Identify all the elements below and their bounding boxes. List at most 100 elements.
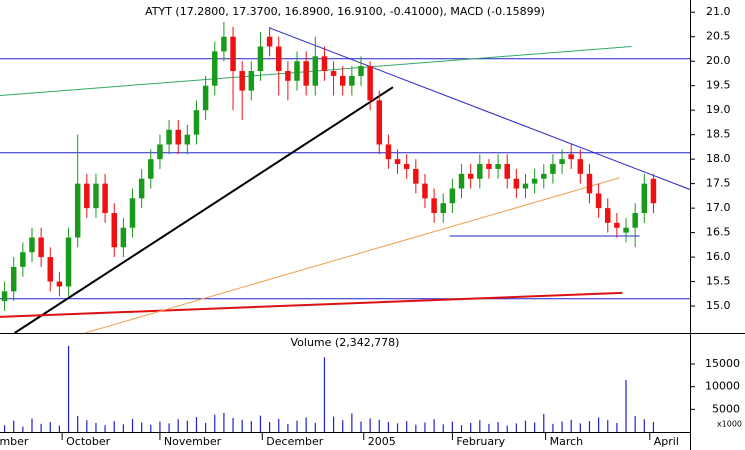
- volume-bar: [470, 422, 472, 432]
- volume-bar: [214, 414, 216, 432]
- candle-body: [10, 266, 17, 292]
- y-tick-label: 5000: [712, 402, 740, 415]
- volume-bar: [49, 422, 51, 432]
- candle-body: [47, 257, 54, 282]
- candle-body: [312, 56, 319, 86]
- candle-body: [294, 61, 300, 81]
- y-tick-label: 10000: [705, 380, 740, 393]
- candle-body: [422, 183, 428, 199]
- y-tick-label: 17.0: [706, 201, 731, 214]
- x-tick-label: mber: [0, 435, 29, 448]
- candle-body: [467, 173, 474, 179]
- volume-bar: [141, 422, 143, 432]
- candle-body: [20, 252, 26, 267]
- volume-bar: [159, 421, 161, 432]
- volume-bar: [287, 423, 289, 432]
- candle-body: [550, 164, 556, 174]
- volume-bar: [360, 421, 362, 432]
- candle-body: [595, 193, 602, 209]
- volume-bar: [588, 421, 591, 432]
- x-tick-label: October: [66, 435, 110, 448]
- volume-bar: [223, 412, 225, 432]
- candle-body: [303, 61, 309, 86]
- volume-bar: [625, 379, 627, 432]
- volume-bar: [488, 423, 490, 432]
- volume-bar: [113, 421, 115, 432]
- candle-body: [541, 173, 547, 179]
- candle-body: [495, 164, 501, 169]
- candle-body: [102, 183, 108, 214]
- volume-bar: [351, 413, 353, 432]
- candle-body: [93, 183, 99, 209]
- volume-bar: [378, 419, 380, 432]
- x-tick-label: March: [550, 435, 584, 448]
- volume-bar: [387, 422, 390, 432]
- x-tick-label: 2005: [368, 435, 396, 448]
- trend-line: [84, 177, 620, 334]
- candle-body: [129, 198, 136, 228]
- y-tick-label: 16.0: [706, 250, 731, 263]
- y-tick-label: 20.5: [706, 30, 731, 43]
- chart-title: ATYT (17.2800, 17.3700, 16.8900, 16.9100…: [145, 5, 545, 18]
- candle-body: [175, 129, 181, 145]
- volume-bar: [598, 417, 600, 432]
- y-tick-label: 20.0: [706, 54, 731, 67]
- x-tick-label: November: [164, 435, 222, 448]
- volume-bar: [451, 421, 453, 432]
- candle-body: [230, 36, 236, 72]
- candle-body: [148, 159, 154, 179]
- candle-body: [413, 168, 419, 184]
- candle-body: [641, 183, 648, 214]
- volume-bar: [406, 421, 408, 432]
- y-tick-label: 15.5: [706, 275, 731, 288]
- y-tick-label: 17.5: [706, 177, 731, 190]
- volume-bar: [607, 420, 609, 432]
- volume-bar: [442, 424, 444, 432]
- candle-body: [568, 154, 574, 160]
- candle-body: [477, 164, 483, 179]
- candle-body: [221, 36, 227, 52]
- volume-bar: [534, 422, 536, 432]
- x-tick-label: December: [266, 435, 324, 448]
- candle-body: [166, 129, 172, 145]
- candle-body: [202, 85, 209, 111]
- volume-bar: [131, 418, 134, 432]
- candle-body: [74, 183, 81, 238]
- candle-body: [614, 222, 620, 228]
- candle-body: [111, 213, 117, 248]
- volume-bar: [543, 413, 545, 432]
- volume-bar: [314, 422, 316, 432]
- volume-bar: [195, 417, 198, 432]
- candle-body: [531, 178, 538, 184]
- candle-body: [440, 203, 446, 214]
- candle-body: [239, 71, 245, 91]
- y-tick-label: 21.0: [706, 5, 731, 18]
- volume-bar: [296, 420, 298, 432]
- candle-body: [120, 227, 127, 248]
- volume-bar: [561, 421, 563, 432]
- volume-bar: [415, 424, 417, 432]
- y-tick-label: 16.5: [706, 226, 731, 239]
- candle-body: [605, 208, 611, 223]
- candle-body: [29, 237, 35, 253]
- candle-body: [632, 213, 638, 228]
- volume-bar: [122, 424, 124, 432]
- candle-body: [623, 227, 629, 233]
- volume-bar: [369, 418, 371, 432]
- volume-bar: [570, 419, 572, 432]
- candle-body: [56, 281, 63, 287]
- candle-body: [38, 237, 44, 258]
- candle-body: [339, 75, 346, 86]
- trend-line: [0, 291, 623, 318]
- candle-body: [394, 159, 401, 165]
- candle-body: [522, 183, 529, 189]
- volume-bar: [186, 420, 188, 432]
- volume-bar: [396, 423, 399, 432]
- candle-body: [577, 159, 584, 174]
- candle-body: [431, 198, 437, 214]
- volume-bar: [634, 416, 636, 432]
- volume-bar: [269, 422, 271, 432]
- candle-body: [486, 164, 492, 169]
- volume-bar: [342, 420, 344, 432]
